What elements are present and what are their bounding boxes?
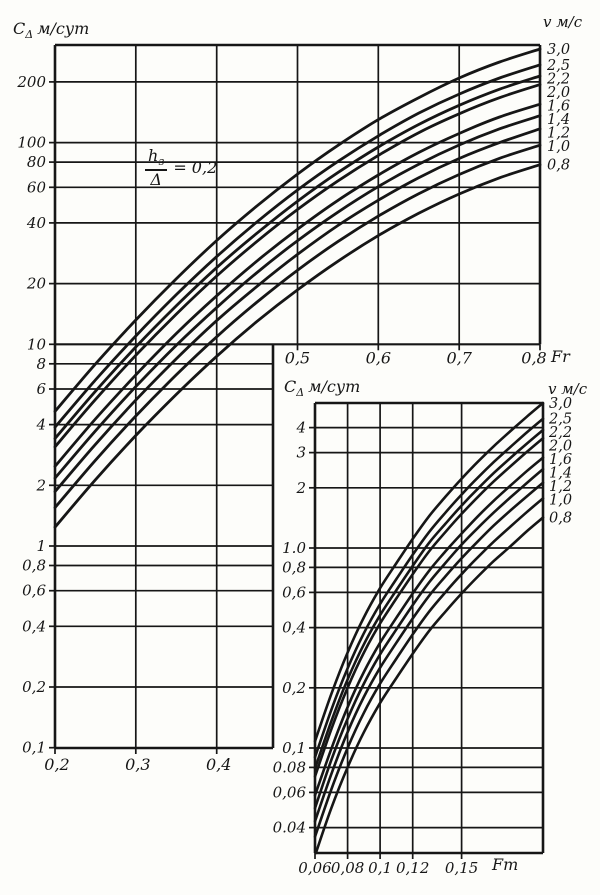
inset-legend-title: v м/с	[548, 380, 588, 398]
curve-line	[53, 63, 542, 429]
x-tick-label: 0,08	[331, 859, 364, 877]
y-tick-label: 1	[36, 537, 46, 555]
curve-label: 1,4	[547, 112, 570, 128]
x-tick-label: 0,15	[445, 859, 478, 877]
y-tick-label: 0,6	[22, 582, 46, 600]
curve-label: 1,0	[549, 493, 572, 509]
curve-line	[53, 114, 542, 480]
y-tick-label: 2	[295, 479, 306, 497]
inset-ylabel-unit: м/сут	[308, 377, 361, 396]
curve-label: 2,0	[546, 85, 570, 101]
curve-line	[313, 417, 545, 759]
hz-delta-annotation: hз Δ = 0,2	[145, 147, 217, 189]
y-tick-label: 60	[27, 178, 47, 196]
curve-label: 2,2	[546, 71, 570, 87]
curve-label: 2,0	[548, 439, 572, 455]
inset-y-axis-title: CΔ м/сут	[284, 377, 360, 399]
annotation-fraction: hз Δ	[145, 146, 168, 190]
inset-ylabel-symbol: C	[284, 377, 297, 396]
curve-line	[313, 456, 545, 797]
y-tick-label: 0,6	[282, 583, 306, 601]
y-tick-label: 0,8	[22, 557, 46, 575]
curve-line	[53, 163, 542, 529]
curve-label: 0,8	[547, 158, 570, 174]
y-tick-label: 0,4	[282, 619, 306, 637]
x-tick-label: 0,8	[521, 348, 546, 367]
main-ylabel-symbol: C	[13, 19, 26, 38]
curve-label: 1,2	[547, 125, 570, 141]
y-tick-label: 4	[295, 419, 306, 437]
x-tick-label: 0,2	[44, 755, 69, 774]
curve-line	[53, 83, 542, 449]
curve-label: 1,2	[549, 479, 572, 495]
annotation-numerator-subscript: з	[158, 155, 165, 169]
curve-line	[53, 47, 542, 413]
x-tick-label: 0,4	[206, 755, 231, 774]
curve-label: 3,0	[547, 42, 570, 58]
curve-line	[313, 497, 545, 838]
curve-label: 1,0	[547, 139, 570, 155]
y-tick-label: 0.04	[273, 819, 306, 837]
x-tick-label: 0,6	[366, 348, 391, 367]
y-tick-label: 2	[35, 476, 46, 494]
main-ylabel-subscript: Δ	[25, 28, 34, 42]
main-legend-title: v м/с	[543, 13, 583, 31]
y-tick-label: 80	[27, 153, 47, 171]
x-tick-label: 0,5	[285, 348, 310, 367]
curve-label: 3,0	[549, 396, 572, 412]
curve-label: 1,4	[549, 466, 572, 482]
curve-line	[53, 127, 542, 493]
y-tick-label: 0,1	[282, 739, 306, 757]
curve-line	[313, 467, 545, 810]
annotation-numerator-symbol: h	[148, 146, 159, 165]
curve-line	[313, 436, 545, 778]
y-tick-label: 20	[26, 275, 47, 293]
annotation-numerator: hз	[145, 146, 168, 172]
curve-line	[53, 143, 542, 509]
y-tick-label: 1.0	[282, 539, 306, 557]
x-tick-label: 0,06	[298, 859, 332, 877]
y-tick-label: 0,4	[22, 617, 46, 635]
inset-x-axis-unit: Fт	[492, 855, 519, 874]
curve-label: 2,2	[548, 425, 572, 441]
x-tick-label: 0,3	[125, 755, 150, 774]
y-tick-label: 10	[27, 335, 47, 353]
y-tick-label: 0,1	[22, 739, 46, 757]
y-tick-label: 40	[26, 214, 47, 232]
annotation-denominator: Δ	[150, 170, 162, 190]
curve-line	[313, 481, 545, 823]
curve-label: 2,5	[548, 412, 572, 428]
curve-line	[314, 516, 545, 855]
x-tick-label: 0,1	[368, 859, 392, 877]
curve-line	[53, 74, 542, 440]
main-y-axis-title: CΔ м/сут	[13, 19, 89, 41]
annotation-value: = 0,2	[173, 157, 218, 177]
y-tick-label: 0,8	[282, 558, 306, 576]
x-tick-label: 0,7	[446, 348, 472, 367]
curve-label: 1,6	[547, 98, 570, 114]
y-tick-label: 100	[17, 134, 46, 152]
y-tick-label: 0,2	[22, 678, 46, 696]
main-ylabel-unit: м/сут	[37, 19, 90, 38]
main-x-axis-unit: Fr	[551, 347, 570, 366]
curve-line	[53, 102, 542, 468]
curve-line	[313, 428, 545, 770]
inset-ylabel-subscript: Δ	[296, 386, 305, 400]
x-tick-label: 0,12	[396, 859, 429, 877]
curve-line	[313, 401, 545, 743]
y-tick-label: 0.08	[273, 758, 306, 776]
curve-label: 0,8	[549, 511, 572, 527]
y-tick-label: 0,06	[273, 783, 307, 801]
y-tick-label: 8	[36, 355, 46, 373]
y-tick-label: 3	[296, 444, 306, 462]
y-tick-label: 6	[36, 380, 46, 398]
y-tick-label: 4	[35, 416, 46, 434]
curve-label: 1,6	[549, 452, 572, 468]
y-tick-label: 200	[16, 73, 46, 91]
y-tick-label: 0,2	[282, 679, 306, 697]
curve-label: 2,5	[546, 58, 570, 74]
